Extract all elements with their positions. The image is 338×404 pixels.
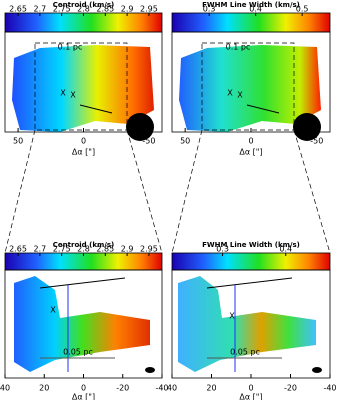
marker-label: X: [227, 89, 233, 98]
map-images: [4, 42, 331, 373]
zoom-line: [126, 129, 163, 254]
x-tick-label: 20: [39, 384, 49, 393]
x-axis-label: Δα ["]: [239, 148, 262, 157]
colorbar: [171, 12, 331, 33]
panel-title: FWHM Line Width (km/s): [202, 241, 300, 249]
colorbar-tick-label: 2.85: [96, 5, 114, 14]
zoom-line: [293, 129, 331, 254]
panel-title: Centroid (km/s): [53, 1, 114, 9]
colorbar-tick-label: 2.9: [121, 5, 134, 14]
marker-label: X: [60, 89, 66, 98]
scale-label: 0.1 pc: [226, 43, 251, 52]
x-tick-label: -40: [155, 384, 168, 393]
colorbar-tick-label: 0.5: [296, 5, 309, 14]
x-axis-label: Δα ["]: [239, 393, 262, 401]
marker-label: X: [70, 91, 76, 100]
colorbar-tick-label: 2.95: [140, 5, 158, 14]
x-tick-label: 50: [13, 137, 23, 146]
colorbar-tick-label: 0.3: [203, 5, 216, 14]
x-tick-label: -20: [116, 384, 129, 393]
x-axis-label: Δα ["]: [72, 393, 95, 401]
x-tick-label: -50: [142, 137, 155, 146]
arrow: [39, 277, 126, 289]
panel-title: Centroid (km/s): [53, 241, 114, 249]
marker-label: X: [50, 306, 56, 315]
width-map: [179, 45, 321, 132]
arrow: [246, 104, 280, 114]
colorbar-tick-label: 0.4: [249, 5, 262, 14]
colorbar-tick-label: 2.75: [53, 245, 71, 254]
beam: [293, 113, 321, 141]
colorbar-tick-label: 0.4: [279, 245, 292, 254]
marker-label: X: [229, 312, 235, 321]
centroid-map: [12, 45, 154, 132]
zoom-box: [201, 42, 295, 131]
colorbar-tick-label: 2.95: [140, 245, 158, 254]
x-tick-label: 0: [81, 137, 86, 146]
x-tick-label: 0: [81, 384, 86, 393]
colorbar-tick-label: 2.75: [53, 5, 71, 14]
colorbar-tick-label: 2.9: [121, 245, 134, 254]
x-tick-label: 0: [248, 384, 253, 393]
beam: [145, 367, 155, 373]
panel-title: FWHM Line Width (km/s): [202, 1, 300, 9]
colorbar-tick-label: 2.65: [9, 5, 27, 14]
x-tick-label: -40: [323, 384, 336, 393]
colorbar-tick-label: 2.8: [77, 245, 90, 254]
x-tick-label: 40: [0, 384, 10, 393]
colorbar-tick-label: 2.8: [77, 5, 90, 14]
zoom-line: [171, 129, 203, 254]
scale-label: 0.05 pc: [63, 348, 93, 357]
arrow: [206, 277, 293, 289]
colorbar-tick-label: 2.7: [34, 5, 47, 14]
scale-label: 0.05 pc: [230, 348, 260, 357]
x-tick-label: -20: [284, 384, 297, 393]
x-tick-label: 50: [180, 137, 190, 146]
colorbar-tick-label: 2.7: [34, 245, 47, 254]
centroid-zoom-map: [14, 276, 150, 372]
arrow: [79, 104, 113, 114]
scale-label: 0.1 pc: [58, 43, 83, 52]
colorbar: [171, 252, 331, 271]
marker-label: X: [237, 91, 243, 100]
beam: [312, 367, 322, 373]
width-zoom-map: [178, 276, 316, 372]
x-tick-label: 0: [248, 137, 253, 146]
x-tick-label: -50: [310, 137, 323, 146]
colorbar-tick-label: 0.3: [216, 245, 229, 254]
zoom-line: [4, 129, 36, 254]
x-tick-label: 20: [206, 384, 216, 393]
x-axis-label: Δα ["]: [72, 148, 95, 157]
zoom-box: [34, 42, 128, 131]
x-tick-label: 40: [167, 384, 177, 393]
beam: [126, 113, 154, 141]
colorbar-tick-label: 2.65: [9, 245, 27, 254]
colorbar-tick-label: 2.85: [96, 245, 114, 254]
